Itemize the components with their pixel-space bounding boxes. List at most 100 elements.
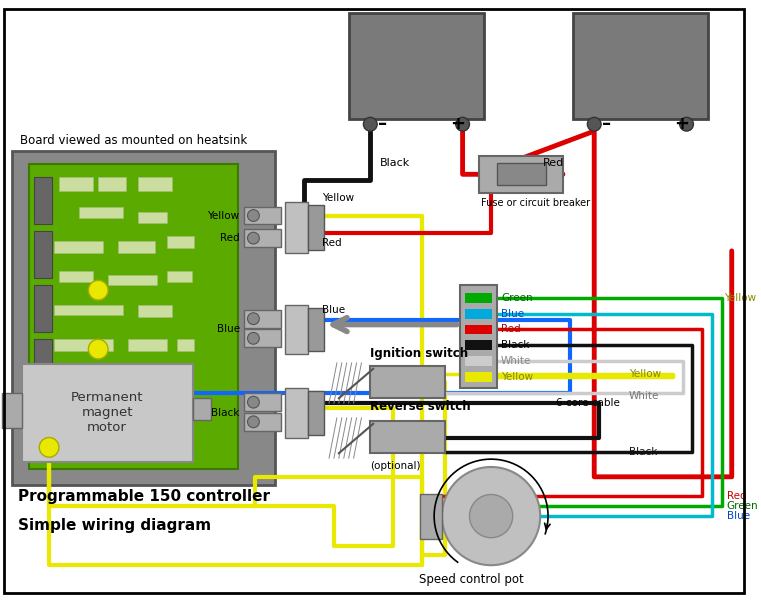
Bar	[54, 340, 113, 351]
Bar	[138, 305, 172, 317]
Bar	[30, 164, 237, 469]
Bar	[128, 340, 167, 351]
Bar	[34, 340, 52, 386]
Text: +: +	[673, 115, 689, 133]
Bar	[148, 393, 175, 403]
Text: Red: Red	[727, 491, 747, 501]
Text: Black: Black	[629, 447, 657, 458]
Text: Programmable 150 controller: Programmable 150 controller	[18, 489, 269, 504]
Bar	[11, 150, 275, 485]
Bar	[59, 270, 94, 282]
Bar	[371, 421, 445, 453]
Bar	[59, 177, 94, 191]
Text: Yellow: Yellow	[629, 368, 661, 379]
Bar	[244, 206, 281, 225]
Text: –: –	[602, 115, 611, 133]
Text: Blue: Blue	[217, 324, 240, 335]
Text: White: White	[501, 356, 531, 366]
Bar	[167, 236, 195, 248]
Bar	[285, 388, 308, 438]
Bar	[54, 305, 123, 315]
Bar	[34, 285, 52, 332]
Circle shape	[247, 232, 260, 244]
Circle shape	[247, 416, 260, 427]
Text: Red: Red	[543, 158, 565, 167]
Bar	[34, 388, 52, 436]
Bar	[167, 270, 192, 282]
Bar	[460, 285, 497, 388]
Circle shape	[456, 117, 470, 131]
Bar	[464, 371, 492, 382]
Circle shape	[680, 117, 693, 131]
Text: Yellow: Yellow	[322, 193, 355, 203]
Text: Black: Black	[380, 158, 410, 167]
Circle shape	[470, 494, 513, 538]
Bar	[138, 212, 167, 223]
Text: Blue: Blue	[727, 511, 750, 521]
Circle shape	[442, 467, 540, 565]
Bar	[479, 156, 563, 193]
Bar	[193, 399, 211, 420]
Bar	[308, 391, 324, 435]
Bar	[21, 364, 193, 462]
Text: Simple wiring diagram: Simple wiring diagram	[18, 518, 211, 533]
Bar	[464, 309, 492, 318]
Bar	[308, 205, 324, 250]
Bar	[349, 13, 484, 119]
Bar	[371, 366, 445, 399]
Circle shape	[247, 396, 260, 408]
Text: White: White	[629, 391, 659, 402]
Bar	[138, 177, 172, 191]
Text: Blue: Blue	[322, 305, 345, 315]
Bar	[572, 13, 708, 119]
Bar	[244, 310, 281, 327]
Bar	[244, 413, 281, 430]
Bar	[285, 305, 308, 354]
Text: Green: Green	[727, 501, 759, 511]
Bar	[98, 177, 126, 191]
Bar	[108, 423, 158, 433]
Circle shape	[40, 438, 59, 457]
Text: Red: Red	[501, 324, 521, 335]
Text: Red: Red	[322, 238, 342, 248]
Bar	[464, 340, 492, 350]
Text: Speed control pot: Speed control pot	[419, 574, 524, 586]
Bar	[308, 308, 324, 351]
Bar	[54, 393, 128, 403]
Bar	[34, 231, 52, 278]
Text: Yellow: Yellow	[724, 293, 756, 303]
Bar	[34, 177, 52, 225]
Bar	[113, 369, 158, 379]
Text: Black: Black	[212, 408, 240, 418]
Text: Red: Red	[220, 233, 240, 243]
Circle shape	[364, 117, 377, 131]
Bar	[167, 369, 192, 379]
Circle shape	[587, 117, 601, 131]
Text: Yellow: Yellow	[501, 371, 533, 382]
Text: Blue: Blue	[501, 309, 524, 319]
Text: +: +	[450, 115, 465, 133]
Bar	[59, 423, 94, 433]
Bar	[244, 329, 281, 347]
Bar	[108, 276, 158, 285]
Bar	[128, 452, 162, 462]
Text: Fuse or circuit breaker: Fuse or circuit breaker	[481, 198, 591, 208]
Bar	[68, 369, 98, 379]
Text: –: –	[378, 115, 387, 133]
Circle shape	[88, 340, 108, 359]
Bar	[420, 494, 442, 539]
Bar	[464, 356, 492, 366]
Bar	[118, 241, 155, 253]
Bar	[497, 164, 546, 185]
Circle shape	[247, 209, 260, 222]
Bar	[244, 393, 281, 411]
Bar	[464, 293, 492, 303]
Text: Permanent
magnet
motor: Permanent magnet motor	[71, 391, 143, 435]
Text: Yellow: Yellow	[208, 211, 240, 220]
Bar	[177, 340, 195, 351]
Circle shape	[88, 281, 108, 300]
Bar	[54, 241, 103, 253]
Circle shape	[247, 332, 260, 344]
Bar	[244, 229, 281, 247]
Text: Green: Green	[501, 293, 533, 303]
